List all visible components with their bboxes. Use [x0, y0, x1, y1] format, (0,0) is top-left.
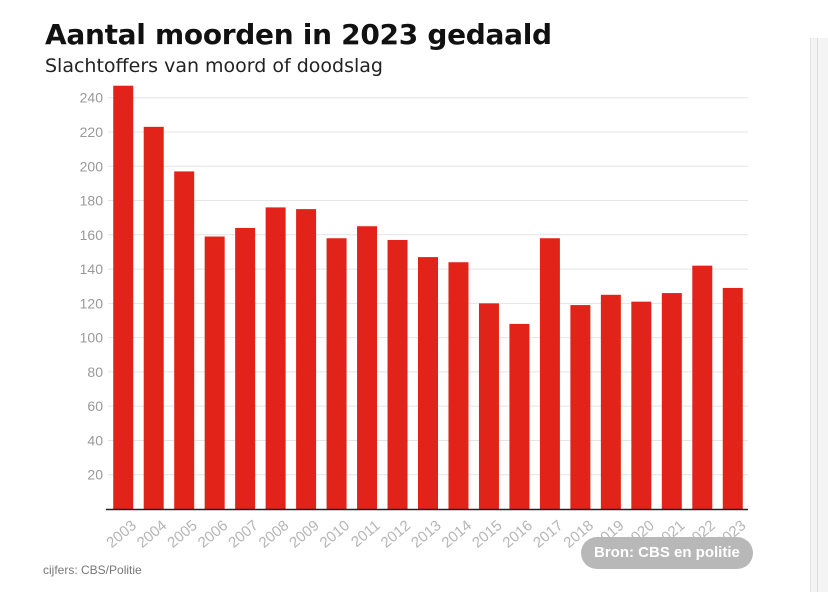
bar: [661, 293, 682, 509]
x-tick-label: 2014: [439, 517, 475, 551]
page-edge: [810, 38, 828, 592]
y-tick-label: 60: [87, 398, 103, 414]
x-tick-label: 2016: [500, 517, 536, 551]
y-tick-label: 180: [80, 193, 104, 209]
bar: [418, 257, 438, 509]
bar: [600, 294, 621, 509]
y-tick-label: 240: [80, 90, 104, 106]
chart-subtitle: Slachtoffers van moord of doodslag: [45, 55, 383, 77]
x-tick-label: 2013: [408, 517, 444, 551]
bar: [204, 236, 225, 509]
x-tick-label: 2005: [164, 517, 200, 551]
bar: [570, 305, 591, 509]
x-tick-label: 2007: [225, 517, 261, 551]
bar: [722, 287, 743, 509]
y-tick-label: 220: [80, 124, 104, 140]
y-tick-label: 160: [80, 227, 104, 243]
y-tick-label: 200: [80, 158, 104, 174]
y-tick-label: 40: [87, 432, 103, 448]
bar: [509, 323, 530, 509]
bar: [478, 303, 499, 509]
bar-chart: 20 40 60 80 100 120 140 160 180 200 220 240 20032004…: [80, 85, 749, 552]
x-tick-label: 2015: [469, 517, 505, 551]
bar: [326, 238, 347, 509]
bar: [265, 207, 286, 509]
bar: [631, 301, 652, 509]
bar: [448, 262, 469, 509]
x-tick-label: 2008: [256, 517, 292, 551]
y-tick-label: 20: [87, 467, 103, 483]
bar: [235, 227, 256, 510]
x-tick-label: 2012: [378, 517, 414, 551]
y-tick-label: 100: [80, 330, 104, 346]
y-tick-label: 140: [80, 261, 104, 277]
bar: [296, 209, 317, 510]
x-tick-label: 2006: [195, 517, 231, 551]
y-tick-label: 120: [80, 295, 104, 311]
bar: [387, 239, 408, 509]
x-tick-label: 2004: [134, 517, 170, 551]
bar: [143, 126, 164, 509]
source-badge: Bron: CBS en politie: [581, 537, 753, 569]
x-tick-label: 2010: [317, 517, 353, 551]
bar: [357, 226, 378, 509]
bar: [174, 171, 195, 509]
x-tick-label: 2009: [286, 517, 322, 551]
data-source-note: cijfers: CBS/Politie: [43, 563, 142, 577]
chart-title: Aantal moorden in 2023 gedaald: [45, 18, 552, 51]
x-tick-label: 2011: [348, 517, 384, 551]
x-tick-label: 2003: [103, 517, 139, 551]
bar: [539, 238, 560, 509]
bar: [692, 265, 713, 509]
y-tick-label: 80: [87, 364, 103, 380]
x-tick-label: 2017: [530, 517, 566, 551]
bar: [113, 85, 134, 510]
